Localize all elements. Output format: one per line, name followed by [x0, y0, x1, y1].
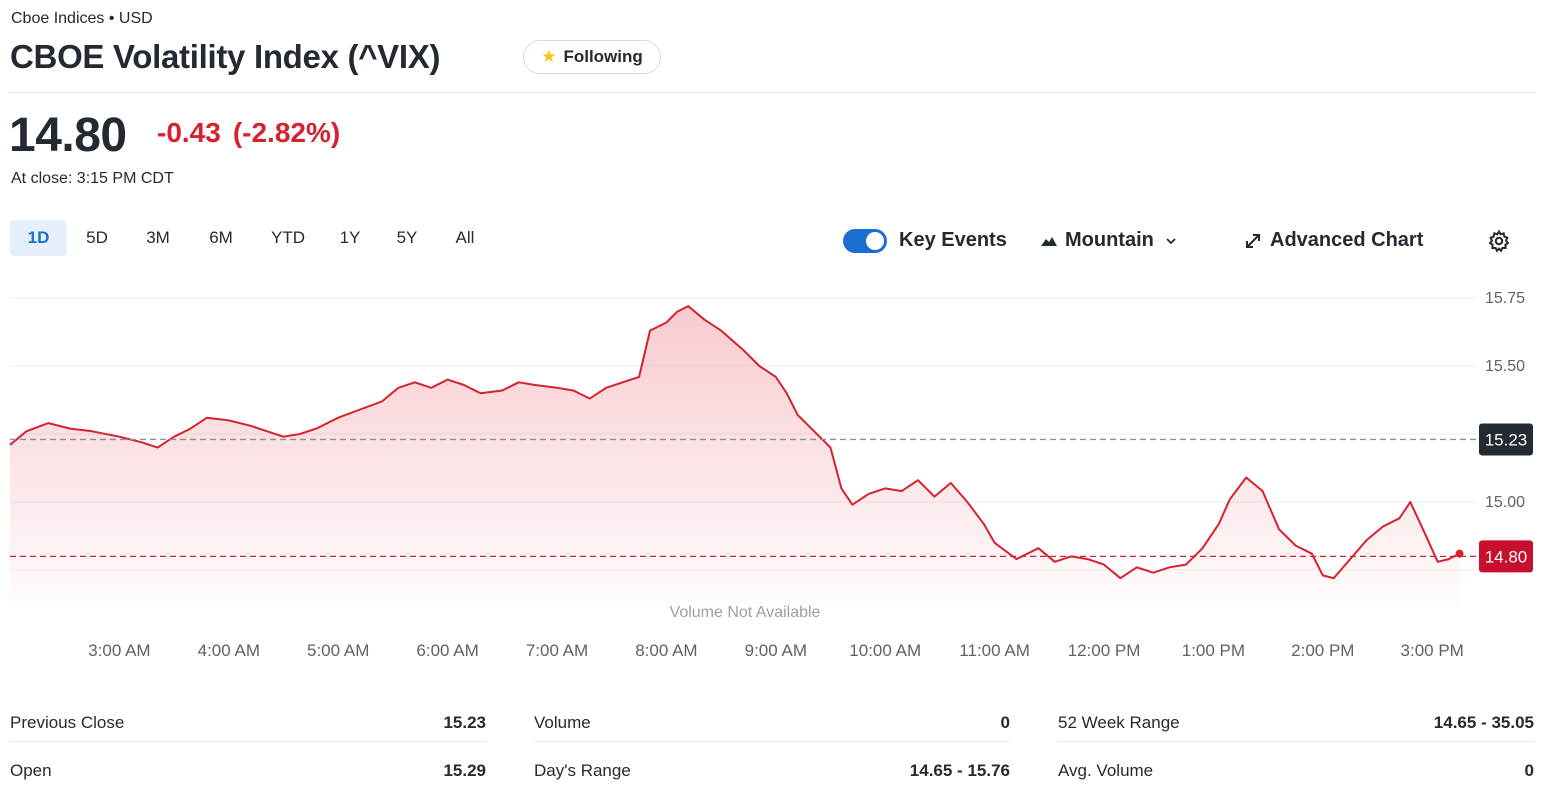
- stat-days-range: Day's Range 14.65 - 15.76: [534, 752, 1010, 790]
- stat-value: 15.23: [443, 712, 486, 732]
- stat-avg-volume: Avg. Volume 0: [1058, 752, 1534, 790]
- header-divider: [10, 92, 1534, 93]
- range-tab-6m[interactable]: 6M: [209, 228, 233, 247]
- stat-52-week-range: 52 Week Range 14.65 - 35.05: [1058, 704, 1534, 742]
- range-tab-all[interactable]: All: [455, 228, 475, 247]
- x-tick-label: 2:00 PM: [1291, 641, 1354, 660]
- following-label: Following: [563, 47, 643, 66]
- y-tick-label: 15.75: [1485, 290, 1525, 307]
- change-value: -0.43: [157, 117, 221, 148]
- chart-type-label: Mountain: [1065, 229, 1154, 251]
- stat-open: Open 15.29: [10, 752, 486, 790]
- x-tick-label: 11:00 AM: [959, 641, 1030, 660]
- range-tab-3m[interactable]: 3M: [146, 228, 170, 247]
- mountain-icon: [1041, 236, 1057, 246]
- stat-value: 14.65 - 15.76: [909, 761, 1010, 780]
- chart-type-dropdown[interactable]: Mountain: [1040, 229, 1178, 252]
- x-tick-label: 6:00 AM: [416, 641, 478, 660]
- stat-previous-close: Previous Close 15.23: [10, 704, 486, 742]
- close-time: At close: 3:15 PM CDT: [11, 170, 174, 187]
- page-title: CBOE Volatility Index (^VIX): [10, 38, 441, 75]
- volume-not-available: Volume Not Available: [670, 604, 821, 621]
- last-price-badge: 14.80: [1485, 547, 1528, 566]
- last-price-badge-bg: [1479, 540, 1533, 573]
- x-tick-label: 3:00 AM: [88, 641, 150, 660]
- price-chart[interactable]: 15.75 15.50 15.00 15.23 14.80 3:00 AM 4:00 AM…: [0, 280, 1544, 670]
- x-tick-label: 1:00 PM: [1182, 641, 1245, 660]
- following-button[interactable]: ★ Following: [523, 40, 661, 74]
- chevron-down-icon: [1166, 237, 1176, 244]
- x-tick-label: 7:00 AM: [526, 641, 588, 660]
- stat-value: 0: [1524, 761, 1534, 780]
- price-change: -0.43 (-2.82%): [157, 117, 352, 149]
- range-tab-5d[interactable]: 5D: [86, 228, 108, 247]
- star-icon: ★: [541, 47, 557, 66]
- x-tick-label: 8:00 AM: [635, 641, 697, 660]
- toggle-knob: [866, 232, 884, 250]
- previous-close-badge: 15.23: [1485, 430, 1528, 449]
- stat-label: Avg. Volume: [1058, 761, 1154, 780]
- advanced-chart-button[interactable]: Advanced Chart: [1244, 229, 1423, 252]
- stat-volume: Volume 0: [534, 704, 1010, 742]
- range-tab-1y[interactable]: 1Y: [339, 228, 361, 247]
- price-line: [9, 305, 1461, 580]
- x-tick-label: 10:00 AM: [849, 641, 921, 660]
- price-area: [10, 306, 1460, 605]
- expand-icon: [1246, 233, 1260, 248]
- stat-label: Previous Close: [10, 712, 125, 732]
- range-tab-1d[interactable]: 1D: [10, 220, 67, 256]
- stat-label: Open: [10, 761, 52, 780]
- x-tick-label: 4:00 AM: [198, 641, 260, 660]
- previous-close-badge-bg: [1479, 423, 1533, 456]
- stat-label: Volume: [534, 712, 591, 732]
- exchange-label: Cboe Indices • USD: [11, 10, 153, 27]
- range-tab-5y[interactable]: 5Y: [396, 228, 418, 247]
- advanced-chart-label: Advanced Chart: [1270, 229, 1424, 251]
- stat-value: 14.65 - 35.05: [1433, 712, 1534, 732]
- y-tick-label: 15.50: [1485, 358, 1525, 375]
- x-tick-label: 3:00 PM: [1401, 641, 1464, 660]
- x-tick-label: 9:00 AM: [745, 641, 807, 660]
- last-price-dot: [1455, 549, 1464, 558]
- key-events-label[interactable]: Key Events: [899, 229, 1007, 251]
- x-tick-label: 12:00 PM: [1068, 641, 1141, 660]
- price-value: 14.80: [9, 109, 127, 162]
- stat-label: 52 Week Range: [1058, 712, 1180, 732]
- stat-value: 0: [1000, 712, 1010, 732]
- key-events-toggle[interactable]: [843, 229, 887, 253]
- x-tick-label: 5:00 AM: [307, 641, 369, 660]
- change-percent: (-2.82%): [232, 117, 341, 148]
- stat-value: 15.29: [443, 761, 486, 780]
- range-tab-ytd[interactable]: YTD: [271, 228, 305, 247]
- gear-icon[interactable]: [1487, 229, 1511, 253]
- stat-label: Day's Range: [534, 761, 631, 780]
- y-tick-label: 15.00: [1485, 494, 1525, 511]
